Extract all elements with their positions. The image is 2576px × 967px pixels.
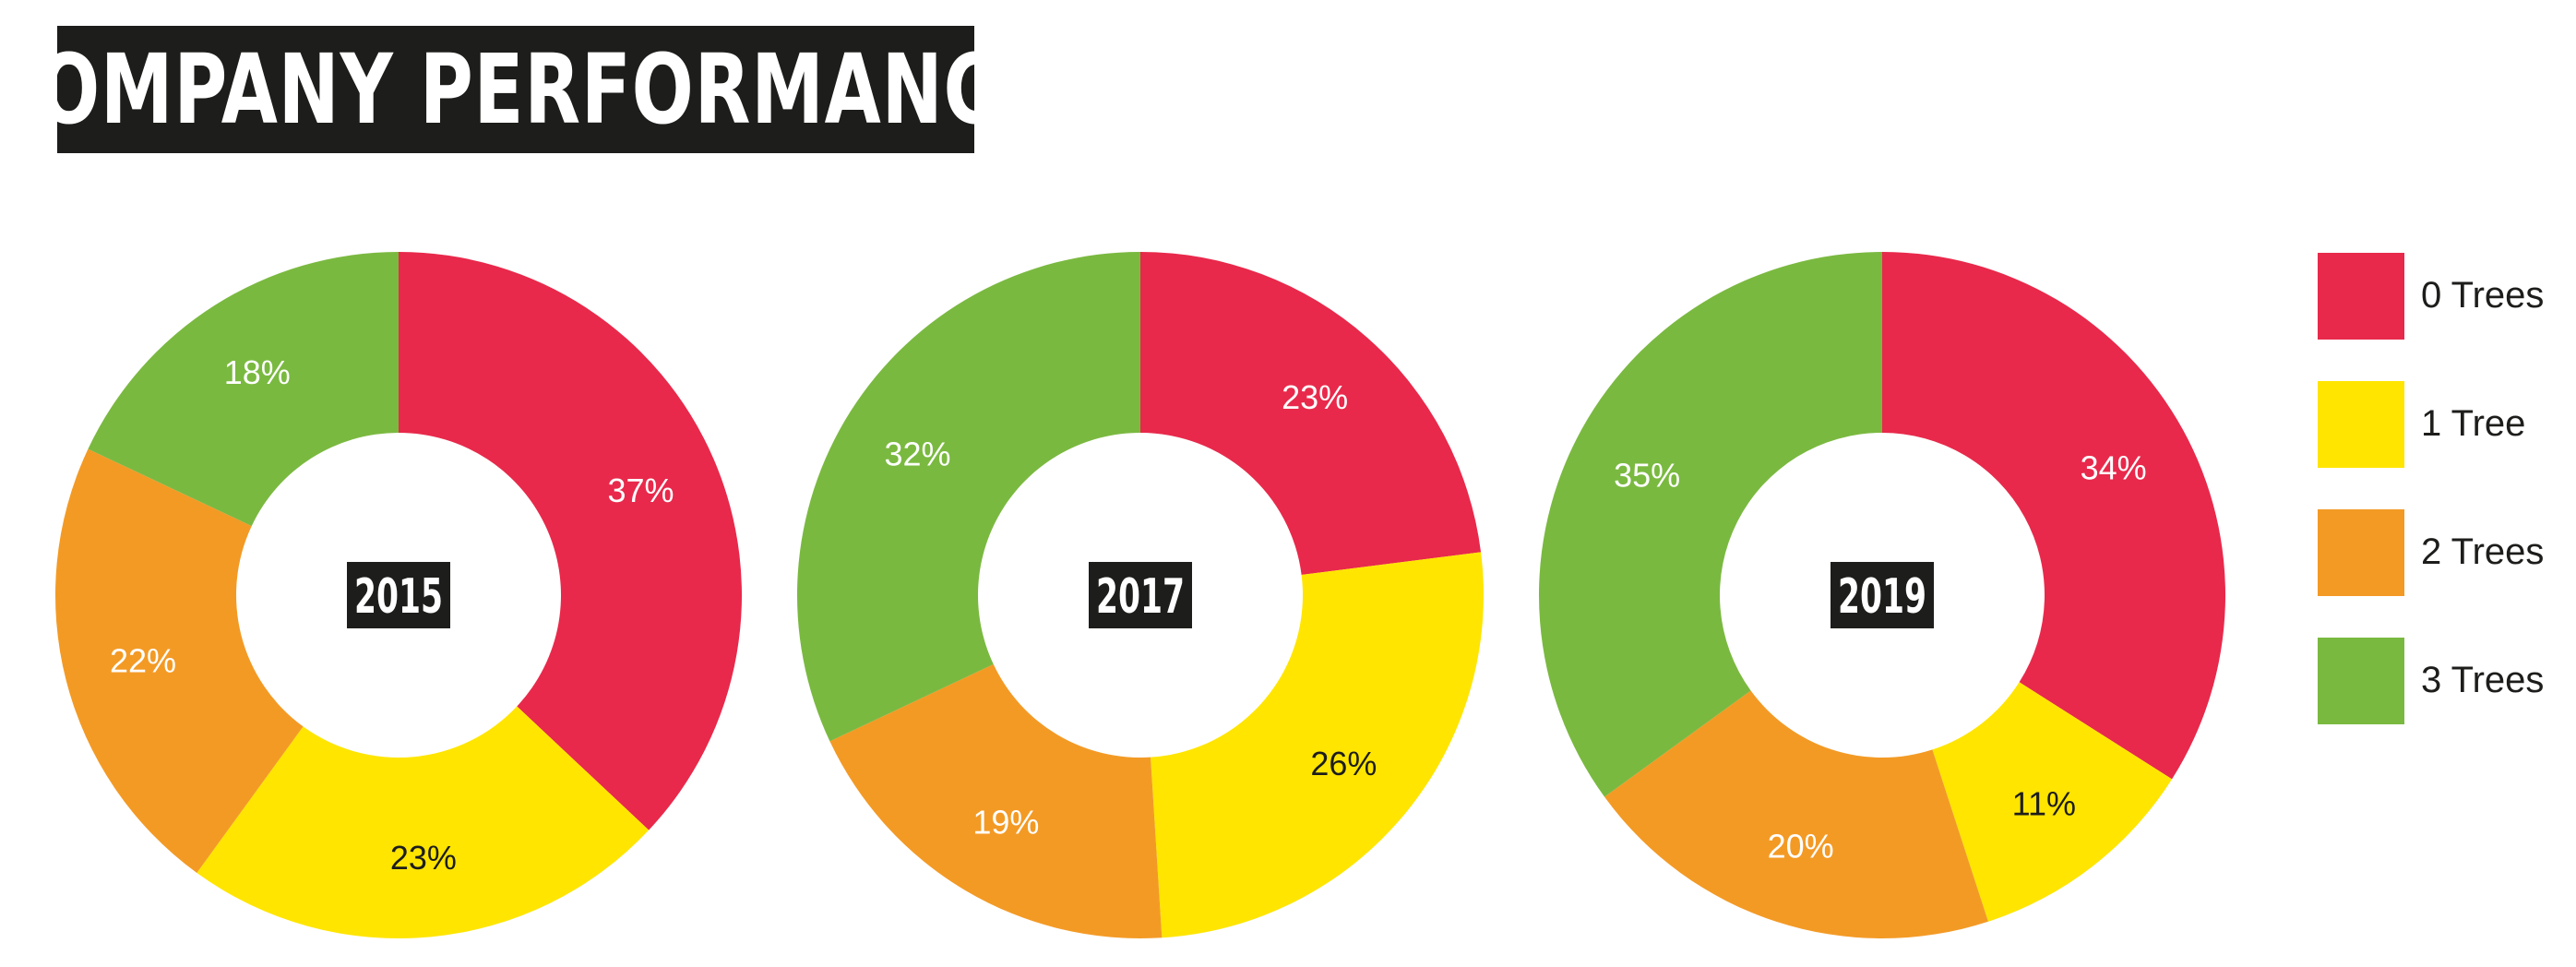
slice-2017-2-trees xyxy=(829,663,1163,938)
legend-item-0-trees: 0 Trees xyxy=(2318,253,2576,341)
page-title: COMPANY PERFORMANCE xyxy=(0,33,1048,146)
slice-2017-3-trees xyxy=(797,252,1140,742)
slice-label-2017-2-trees: 19% xyxy=(972,804,1039,842)
title-banner: COMPANY PERFORMANCE xyxy=(0,26,1047,153)
slice-label-2019-2-trees: 20% xyxy=(1768,828,1834,866)
slice-label-2015-3-trees: 18% xyxy=(224,353,291,391)
legend-item-2-trees: 2 Trees xyxy=(2318,509,2576,598)
legend-swatch-3-trees xyxy=(2318,638,2404,724)
year-badge-2017 xyxy=(1089,562,1192,628)
year-label-2019: 2019 xyxy=(1838,569,1926,625)
slice-2017-1-tree xyxy=(1151,552,1484,938)
donut-chart-2015: 37% 23% 22% 18% 2015 xyxy=(54,252,743,939)
slice-2015-3-trees xyxy=(88,252,400,527)
slice-2019-1-tree xyxy=(1932,682,2173,922)
donut-chart-2019: 34% 11% 20% 35% 2019 xyxy=(1539,252,2226,939)
slice-2019-2-trees xyxy=(1604,690,1988,939)
legend-swatch-0-trees xyxy=(2318,253,2404,340)
legend-label-2-trees: 2 Trees xyxy=(2421,531,2545,572)
slice-label-2017-3-trees: 32% xyxy=(884,435,950,472)
slice-label-2015-1-tree: 23% xyxy=(390,839,457,877)
slice-2017-0-trees xyxy=(1140,252,1482,575)
legend-swatch-1-tree xyxy=(2318,381,2404,468)
slice-2015-0-trees xyxy=(399,252,743,830)
slice-2015-1-tree xyxy=(197,706,650,939)
year-label-2015: 2015 xyxy=(354,569,443,625)
slice-label-2017-0-trees: 23% xyxy=(1282,378,1348,416)
slice-2015-2-trees xyxy=(54,448,304,873)
slice-label-2015-2-trees: 22% xyxy=(110,642,176,680)
slice-label-2017-1-tree: 26% xyxy=(1310,745,1377,782)
slice-label-2019-3-trees: 35% xyxy=(1614,457,1680,495)
year-badge-2015 xyxy=(347,562,450,628)
slice-label-2019-1-tree: 11% xyxy=(2012,784,2076,822)
year-label-2017: 2017 xyxy=(1096,569,1185,625)
slice-2019-0-trees xyxy=(1882,252,2226,780)
slice-label-2019-0-trees: 34% xyxy=(2081,449,2147,487)
legend-swatch-2-trees xyxy=(2318,509,2404,596)
slice-label-2015-0-trees: 37% xyxy=(607,472,674,509)
donut-chart-2017: 23% 26% 19% 32% 2017 xyxy=(797,252,1484,938)
legend-item-1-tree: 1 Tree xyxy=(2318,381,2576,470)
legend-item-3-trees: 3 Trees xyxy=(2318,638,2576,726)
legend-label-0-trees: 0 Trees xyxy=(2421,275,2545,316)
legend-label-1-tree: 1 Tree xyxy=(2421,403,2526,444)
slice-2019-3-trees xyxy=(1539,252,1882,797)
legend-label-3-trees: 3 Trees xyxy=(2421,660,2545,700)
year-badge-2019 xyxy=(1831,562,1934,628)
